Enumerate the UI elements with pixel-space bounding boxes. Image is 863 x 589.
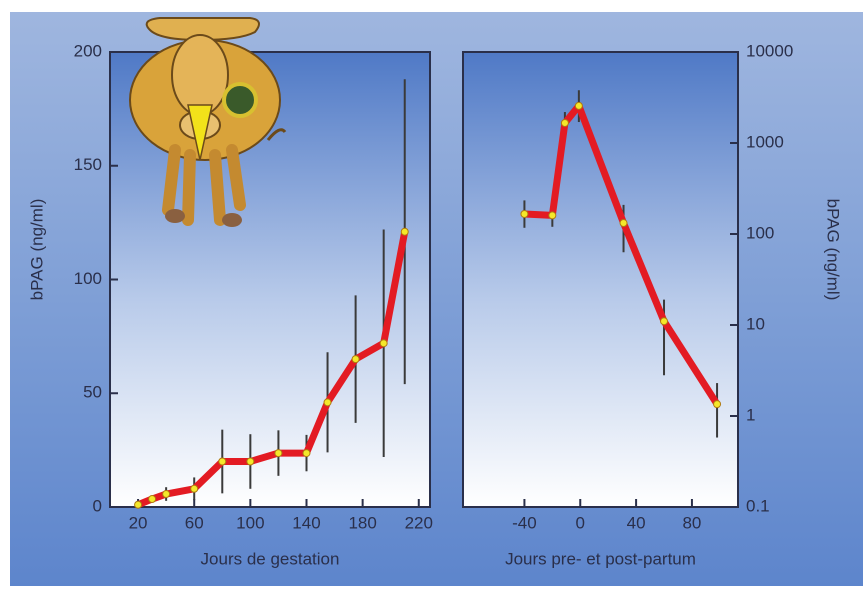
y-tick-label: 0.1 <box>746 496 770 515</box>
data-point <box>302 449 311 458</box>
y-axis-label: bPAG (ng/ml) <box>824 199 843 301</box>
data-point <box>323 398 332 407</box>
y-tick-label: 150 <box>74 155 102 174</box>
data-point <box>619 219 628 228</box>
data-point <box>548 211 557 220</box>
data-point <box>379 339 388 348</box>
x-tick-label: 220 <box>405 513 433 532</box>
y-tick-label: 1000 <box>746 132 784 151</box>
cow-illustration <box>129 17 287 227</box>
x-tick-label: 60 <box>185 513 204 532</box>
x-tick-label: 140 <box>292 513 320 532</box>
y-tick-label: 200 <box>74 41 102 60</box>
x-tick-label: 80 <box>682 513 701 532</box>
data-point <box>134 500 143 509</box>
y-tick-label: 100 <box>746 223 774 242</box>
x-tick-label: 40 <box>627 513 646 532</box>
y-tick-label: 0 <box>93 496 102 515</box>
data-point <box>713 400 722 409</box>
data-point <box>218 457 227 466</box>
y-tick-label: 50 <box>83 383 102 402</box>
y-tick-label: 10000 <box>746 41 793 60</box>
y-axis-label: bPAG (ng/ml) <box>27 199 46 301</box>
data-point <box>148 495 157 504</box>
plot-area <box>462 51 739 508</box>
data-point <box>660 317 669 326</box>
x-axis-label: Jours de gestation <box>201 549 340 568</box>
data-point <box>246 457 255 466</box>
y-tick-label: 10 <box>746 314 765 333</box>
x-tick-label: 0 <box>576 513 585 532</box>
data-point <box>520 209 529 218</box>
y-tick-label: 100 <box>74 269 102 288</box>
data-point <box>574 101 583 110</box>
data-point <box>162 490 171 499</box>
x-tick-label: 100 <box>236 513 264 532</box>
y-tick-label: 1 <box>746 405 755 424</box>
data-point <box>400 227 409 236</box>
data-point <box>560 118 569 127</box>
data-point <box>351 355 360 364</box>
x-axis-label: Jours pre- et post-partum <box>505 549 696 568</box>
x-tick-label: 180 <box>348 513 376 532</box>
data-point <box>190 484 199 493</box>
x-tick-label: -40 <box>512 513 537 532</box>
data-point <box>274 449 283 458</box>
x-tick-label: 20 <box>129 513 148 532</box>
